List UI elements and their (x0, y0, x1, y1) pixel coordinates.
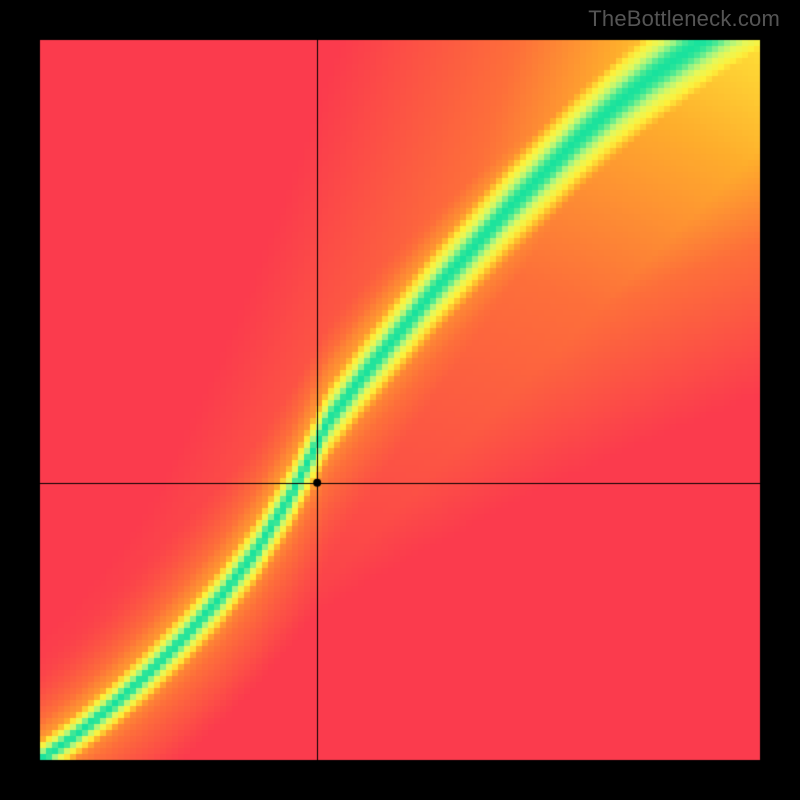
chart-container: TheBottleneck.com (0, 0, 800, 800)
bottleneck-heatmap (0, 0, 800, 800)
watermark-text: TheBottleneck.com (588, 6, 780, 32)
